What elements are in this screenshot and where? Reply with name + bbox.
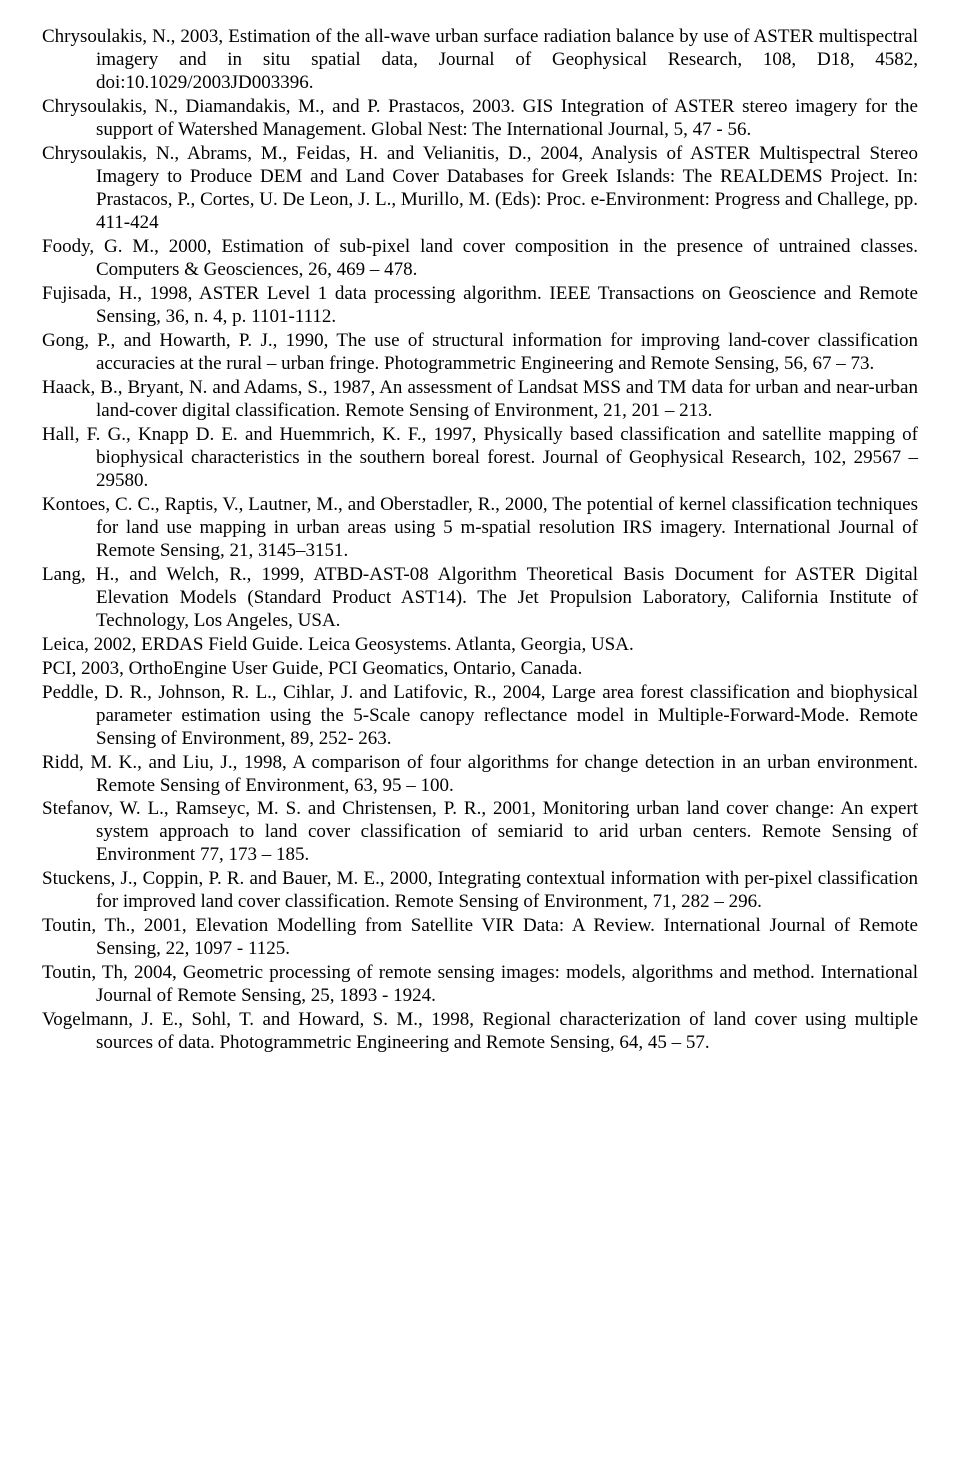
reference-entry: Fujisada, H., 1998, ASTER Level 1 data p… <box>42 283 918 329</box>
reference-entry: Hall, F. G., Knapp D. E. and Huemmrich, … <box>42 424 918 493</box>
reference-entry: Foody, G. M., 2000, Estimation of sub-pi… <box>42 236 918 282</box>
reference-entry: Gong, P., and Howarth, P. J., 1990, The … <box>42 330 918 376</box>
reference-entry: Stefanov, W. L., Ramseyc, M. S. and Chri… <box>42 798 918 867</box>
reference-entry: Toutin, Th., 2001, Elevation Modelling f… <box>42 915 918 961</box>
reference-entry: Peddle, D. R., Johnson, R. L., Cihlar, J… <box>42 682 918 751</box>
reference-entry: PCI, 2003, OrthoEngine User Guide, PCI G… <box>42 658 918 681</box>
reference-entry: Chrysoulakis, N., Diamandakis, M., and P… <box>42 96 918 142</box>
reference-entry: Stuckens, J., Coppin, P. R. and Bauer, M… <box>42 868 918 914</box>
reference-entry: Kontoes, C. C., Raptis, V., Lautner, M.,… <box>42 494 918 563</box>
reference-entry: Lang, H., and Welch, R., 1999, ATBD-AST-… <box>42 564 918 633</box>
reference-entry: Haack, B., Bryant, N. and Adams, S., 198… <box>42 377 918 423</box>
reference-entry: Chrysoulakis, N., 2003, Estimation of th… <box>42 26 918 95</box>
reference-entry: Chrysoulakis, N., Abrams, M., Feidas, H.… <box>42 143 918 235</box>
references-list: Chrysoulakis, N., 2003, Estimation of th… <box>42 26 918 1055</box>
reference-entry: Vogelmann, J. E., Sohl, T. and Howard, S… <box>42 1009 918 1055</box>
reference-entry: Ridd, M. K., and Liu, J., 1998, A compar… <box>42 752 918 798</box>
reference-entry: Leica, 2002, ERDAS Field Guide. Leica Ge… <box>42 634 918 657</box>
reference-entry: Toutin, Th, 2004, Geometric processing o… <box>42 962 918 1008</box>
